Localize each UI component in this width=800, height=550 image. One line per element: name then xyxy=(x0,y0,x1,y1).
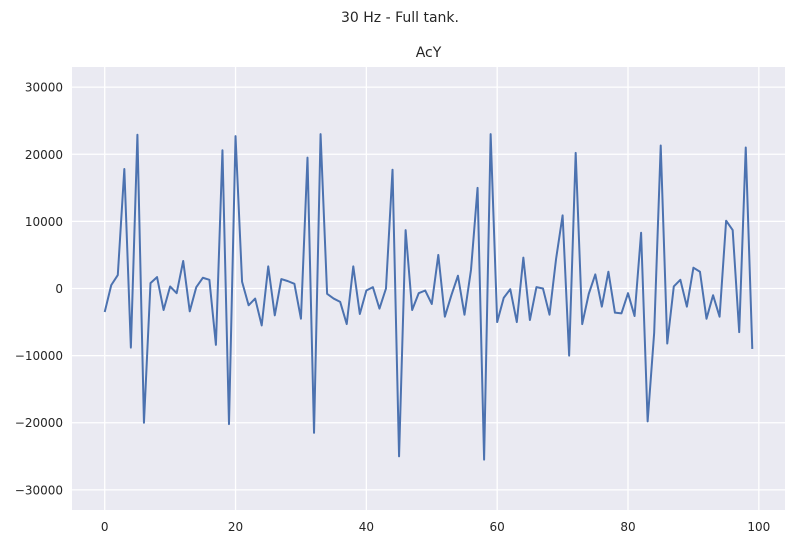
y-tick-label: −30000 xyxy=(15,483,63,497)
x-tick-label: 20 xyxy=(228,520,243,534)
y-tick-labels: −30000 −20000 −10000 0 10000 20000 30000 xyxy=(15,81,63,498)
x-tick-label: 0 xyxy=(101,520,109,534)
y-tick-label: 0 xyxy=(55,282,63,296)
x-tick-label: 100 xyxy=(747,520,770,534)
series-line-AcY xyxy=(103,133,754,461)
x-tick-labels: 0 20 40 60 80 100 xyxy=(101,520,770,534)
y-tick-label: −20000 xyxy=(15,416,63,430)
x-tick-label: 40 xyxy=(359,520,374,534)
series-layer xyxy=(103,133,754,461)
y-tick-label: 10000 xyxy=(25,215,63,229)
x-tick-label: 80 xyxy=(620,520,635,534)
y-tick-label: 20000 xyxy=(25,148,63,162)
figure-suptitle: 30 Hz - Full tank. xyxy=(341,10,459,26)
y-tick-label: −10000 xyxy=(15,349,63,363)
x-tick-label: 60 xyxy=(490,520,505,534)
chart-title: AcY xyxy=(416,45,442,61)
y-tick-label: 30000 xyxy=(25,81,63,95)
